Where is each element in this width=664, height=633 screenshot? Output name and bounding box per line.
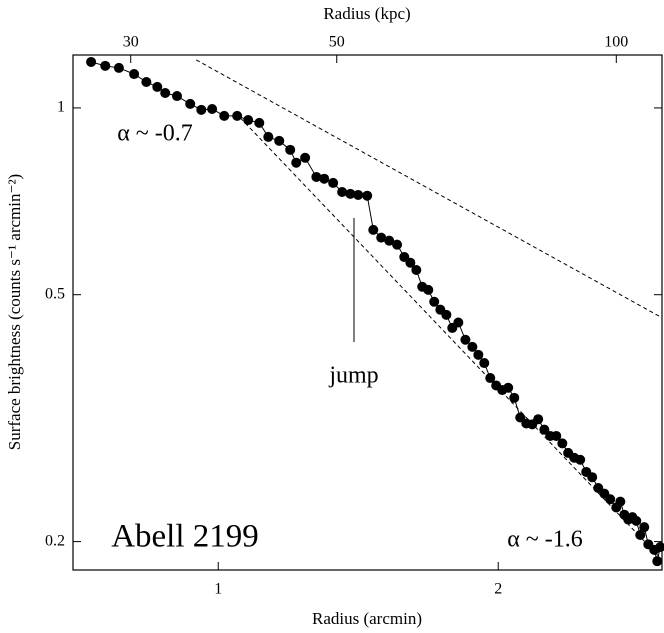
data-point	[232, 110, 243, 121]
data-point	[113, 62, 124, 73]
data-point	[441, 309, 452, 320]
data-point	[533, 414, 544, 425]
data-point	[337, 186, 348, 197]
data-point	[254, 117, 265, 128]
data-point	[345, 188, 356, 199]
x2-tick-label: 100	[604, 34, 628, 51]
x-tick-label: 1	[214, 581, 222, 598]
y-tick-label: 1	[57, 99, 65, 116]
data-point	[515, 412, 526, 423]
data-point	[328, 177, 339, 188]
data-point	[485, 373, 496, 384]
data-point	[362, 190, 373, 201]
fit-label: α ~ -1.6	[507, 527, 583, 553]
x2-axis-title: Radius (kpc)	[323, 4, 410, 23]
data-point	[539, 424, 550, 435]
data-point	[423, 284, 434, 295]
data-point	[557, 438, 568, 449]
data-point	[100, 60, 111, 71]
fit-line	[195, 59, 663, 319]
data-point	[655, 542, 664, 553]
data-point	[460, 334, 471, 345]
data-point	[353, 189, 364, 200]
x-axis-title: Radius (arcmin)	[312, 609, 422, 628]
data-point	[172, 91, 183, 102]
data-point	[453, 317, 464, 328]
data-point	[384, 235, 395, 246]
data-point	[243, 115, 254, 126]
data-point	[587, 472, 598, 483]
data-point	[473, 349, 484, 360]
data-point	[503, 382, 514, 393]
data-point	[635, 529, 646, 540]
data-point	[411, 264, 422, 275]
data-point	[311, 171, 322, 182]
data-point	[263, 131, 274, 142]
annotation: jump	[328, 363, 378, 389]
data-point	[291, 157, 302, 168]
data-point	[605, 494, 616, 505]
data-point	[551, 430, 562, 441]
data-point	[652, 556, 663, 567]
data-point	[207, 104, 218, 115]
x2-tick-label: 30	[123, 34, 139, 51]
data-point	[376, 232, 387, 243]
data-point	[479, 358, 490, 369]
data-point	[141, 76, 152, 87]
data-point	[160, 87, 171, 98]
data-point	[274, 135, 285, 146]
data-point	[196, 104, 207, 115]
data-point	[429, 296, 440, 307]
data-point	[319, 173, 330, 184]
y-axis-title: Surface brightness (counts s⁻¹ arcmin⁻²)	[5, 174, 24, 450]
y-tick-label: 0.2	[45, 532, 65, 549]
data-point	[405, 257, 416, 268]
data-point	[185, 98, 196, 109]
annotation: Abell 2199	[111, 519, 259, 555]
data-point	[368, 224, 379, 235]
data-point	[129, 69, 140, 80]
data-point	[509, 392, 520, 403]
y-tick-label: 0.5	[45, 285, 65, 302]
data-point	[300, 152, 311, 163]
data-point	[152, 81, 163, 92]
fit-label: α ~ -0.7	[117, 121, 193, 147]
data-point	[392, 239, 403, 250]
fit-line	[239, 117, 663, 561]
data-point	[285, 144, 296, 155]
x-tick-label: 2	[494, 581, 502, 598]
data-point	[467, 341, 478, 352]
data-point	[86, 56, 97, 67]
data-point	[631, 515, 642, 526]
plot-frame	[72, 54, 663, 571]
data-point	[615, 496, 626, 507]
data-point	[575, 454, 586, 465]
data-point	[219, 110, 230, 121]
data-point	[639, 522, 650, 533]
x2-tick-label: 50	[329, 34, 345, 51]
